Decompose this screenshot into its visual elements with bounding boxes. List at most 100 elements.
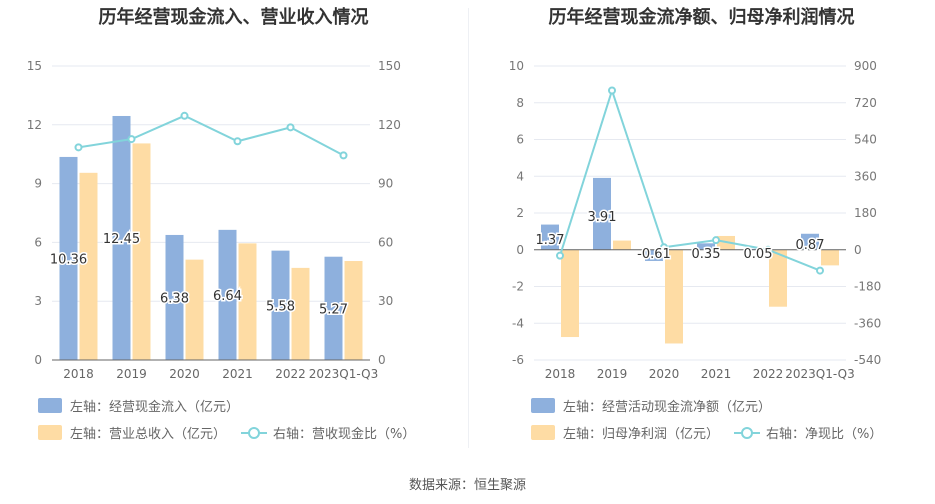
legend-label: 左轴：经营现金流入（亿元） xyxy=(70,400,240,415)
left-axis-tick-label: 9 xyxy=(34,177,42,191)
panel-divider xyxy=(468,8,469,448)
right-axis-tick-label: 120 xyxy=(378,118,401,132)
bar-value-label: 0.05 xyxy=(744,247,773,262)
legend-swatch xyxy=(38,425,62,440)
bar-secondary xyxy=(344,261,363,360)
left-axis-tick-label: 15 xyxy=(27,59,42,73)
ratio-point xyxy=(764,245,772,254)
bar-value-label: 10.36 xyxy=(50,252,87,267)
right-axis-tick-label: 90 xyxy=(378,177,393,191)
ratio-point xyxy=(660,243,668,252)
ratio-line xyxy=(78,114,344,157)
x-axis-tick-label: 2022 xyxy=(275,367,306,381)
legend-item-cash-ratio[interactable]: 右轴：营收现金比（%） xyxy=(241,423,415,442)
legend-label: 右轴：净现比（%） xyxy=(766,427,883,442)
bar-value-label: 1.37 xyxy=(536,233,565,248)
x-axis-tick-label: 2021 xyxy=(222,367,253,381)
bar-primary xyxy=(541,224,559,250)
legend-item-cash-inflow[interactable]: 左轴：经营现金流入（亿元） xyxy=(38,396,239,415)
left-axis-tick-label: 6 xyxy=(34,235,42,249)
x-axis-tick-label: 2023Q1-Q3 xyxy=(785,367,854,381)
legend-label: 左轴：经营活动现金流净额（亿元） xyxy=(563,400,772,415)
bar-primary xyxy=(645,249,663,261)
x-axis-tick-label: 2023Q1-Q3 xyxy=(309,367,378,381)
legend-swatch xyxy=(531,398,555,413)
right-axis-tick-label: 150 xyxy=(378,59,401,73)
legend-label: 右轴：营收现金比（%） xyxy=(273,427,416,442)
bar-secondary xyxy=(665,249,683,344)
legend-item-net-cash[interactable]: 左轴：经营活动现金流净额（亿元） xyxy=(531,396,771,415)
chart-title: 历年经营现金流入、营业收入情况 xyxy=(98,7,369,28)
line-marker-icon xyxy=(734,426,760,440)
right-axis-tick-label: 360 xyxy=(854,169,877,183)
bar-primary xyxy=(593,177,611,250)
x-axis-tick-label: 2019 xyxy=(116,367,147,381)
bar-secondary xyxy=(132,143,151,360)
legend-swatch xyxy=(38,398,62,413)
left-axis-tick-label: 4 xyxy=(516,169,524,183)
left-axis-tick-label: 0 xyxy=(34,353,42,367)
bar-value-label: 6.64 xyxy=(213,289,242,304)
bar-value-label: 0.87 xyxy=(796,238,825,253)
right-axis-tick-label: -540 xyxy=(854,353,881,367)
ratio-point xyxy=(816,266,824,275)
left-axis-tick-label: 6 xyxy=(516,133,524,147)
ratio-point xyxy=(339,151,348,160)
right-axis-tick-label: 60 xyxy=(378,235,393,249)
x-axis-tick-label: 2018 xyxy=(63,367,94,381)
bar-secondary xyxy=(769,249,787,307)
bar-value-label: 5.27 xyxy=(319,302,348,317)
bar-secondary xyxy=(291,267,310,360)
chart-title: 历年经营现金流净额、归母净利润情况 xyxy=(548,7,855,28)
legend-item-net-profit[interactable]: 左轴：归母净利润（亿元） xyxy=(531,423,719,442)
bar-value-label: 3.91 xyxy=(588,210,617,225)
bar-value-label: 0.35 xyxy=(692,247,721,262)
legend-label: 左轴：归母净利润（亿元） xyxy=(563,427,720,442)
bar-primary xyxy=(801,233,819,250)
bar-primary xyxy=(218,229,237,360)
bar-primary xyxy=(59,156,78,360)
bar-value-label: -0.61 xyxy=(637,247,671,262)
right-axis-tick-label: -180 xyxy=(854,280,881,294)
right-axis-tick-label: 180 xyxy=(854,206,877,220)
left-axis-tick-label: -6 xyxy=(512,353,524,367)
left-axis-tick-label: 0 xyxy=(516,243,524,257)
left-axis-tick-label: 3 xyxy=(34,294,42,308)
ratio-point xyxy=(712,236,720,245)
x-axis-tick-label: 2021 xyxy=(701,367,732,381)
ratio-line xyxy=(559,87,821,272)
bar-primary xyxy=(324,256,343,360)
bar-secondary xyxy=(821,249,839,266)
ratio-point xyxy=(127,135,136,144)
x-axis-tick-label: 2020 xyxy=(649,367,680,381)
legend-swatch xyxy=(531,425,555,440)
ratio-point xyxy=(233,137,242,146)
x-axis-tick-label: 2022 xyxy=(753,367,784,381)
left-axis-tick-label: 12 xyxy=(27,118,42,132)
legend-item-revenue[interactable]: 左轴：营业总收入（亿元） xyxy=(38,423,226,442)
bar-primary xyxy=(271,250,290,360)
right-axis-tick-label: 0 xyxy=(378,353,386,367)
left-axis-tick-label: 8 xyxy=(516,96,524,110)
chart-plot: 0 0 3 30 6 60 9 90 12 120 15 150 2018 2019 2020 2021 202… xyxy=(27,59,401,381)
chart-plot: -6 -540 -4 -360 -2 -180 0 0 2 180 4 360 6 540 8 720 10 90… xyxy=(509,59,882,381)
bar-secondary xyxy=(238,243,257,360)
left-axis-tick-label: 10 xyxy=(509,59,524,73)
right-axis-tick-label: 900 xyxy=(854,59,877,73)
chart-panel-netcash-profit: 历年经营现金流净额、归母净利润情况 -6 -540 -4 -360 -2 -180 0 0 2 1… xyxy=(468,0,935,460)
left-axis-tick-label: -2 xyxy=(512,280,524,294)
bar-secondary xyxy=(613,240,631,250)
bar-primary xyxy=(165,234,184,360)
bar-secondary xyxy=(185,259,204,360)
chart-panel-cashflow-revenue: 历年经营现金流入、营业收入情况 0 0 3 30 6 60 9 90 12 120 15 150 201… xyxy=(0,0,467,460)
bar-value-label: 5.58 xyxy=(266,299,295,314)
ratio-point xyxy=(556,251,564,260)
right-axis-tick-label: 540 xyxy=(854,133,877,147)
bar-primary xyxy=(697,243,715,250)
legend-item-net-cash-ratio[interactable]: 右轴：净现比（%） xyxy=(734,423,882,442)
data-source-note: 数据来源：恒生聚源 xyxy=(408,478,526,493)
x-axis-tick-label: 2019 xyxy=(597,367,628,381)
right-axis-tick-label: -360 xyxy=(854,316,881,330)
legend-label: 左轴：营业总收入（亿元） xyxy=(70,427,227,442)
x-axis-tick-label: 2018 xyxy=(545,367,576,381)
